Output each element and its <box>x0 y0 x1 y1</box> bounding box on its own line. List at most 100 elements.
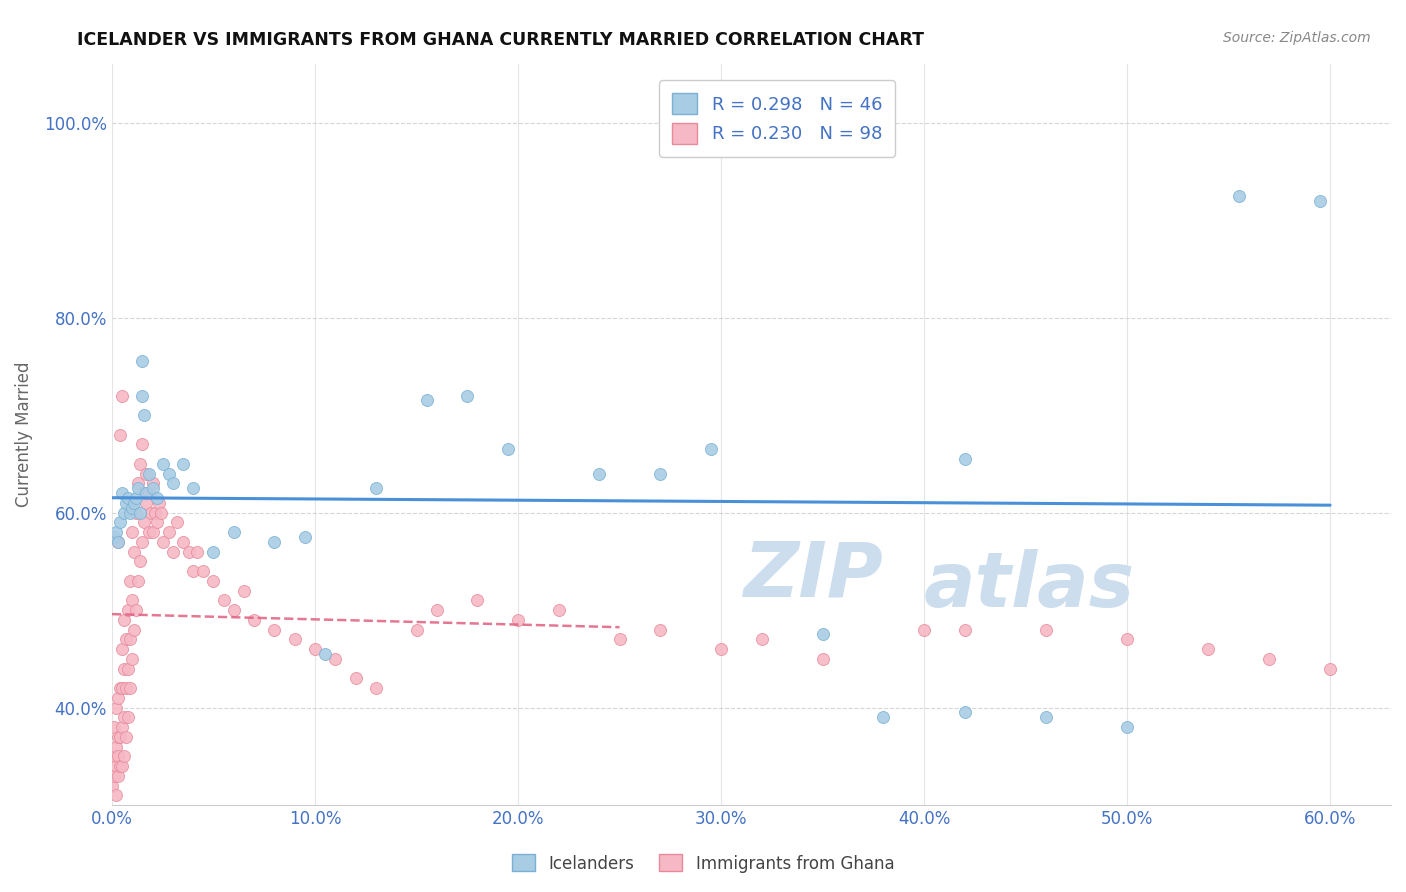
Point <box>117 491 139 505</box>
Point <box>101 779 124 793</box>
Point <box>710 642 733 657</box>
Point <box>650 623 672 637</box>
Text: Source: ZipAtlas.com: Source: ZipAtlas.com <box>1223 31 1371 45</box>
Point <box>1197 642 1219 657</box>
Point <box>1035 710 1057 724</box>
Point <box>120 632 142 647</box>
Point <box>1227 188 1250 202</box>
Point <box>344 671 367 685</box>
Point <box>222 524 245 539</box>
Point <box>186 544 208 558</box>
Point <box>496 442 519 457</box>
Point <box>263 534 285 549</box>
Point <box>115 730 138 744</box>
Point <box>105 759 128 773</box>
Point <box>294 530 316 544</box>
Point <box>912 623 935 637</box>
Point <box>142 481 165 495</box>
Point <box>105 524 128 539</box>
Point <box>111 759 134 773</box>
Point <box>811 652 834 666</box>
Point <box>131 534 153 549</box>
Point <box>166 516 188 530</box>
Point <box>202 574 225 588</box>
Point <box>108 681 131 695</box>
Point <box>314 647 336 661</box>
Point <box>111 388 134 402</box>
Point <box>304 642 326 657</box>
Point <box>120 681 142 695</box>
Point <box>112 749 135 764</box>
Point <box>115 681 138 695</box>
Point <box>103 530 125 544</box>
Point <box>107 769 129 783</box>
Point <box>157 524 180 539</box>
Y-axis label: Currently Married: Currently Married <box>15 362 32 508</box>
Point <box>323 652 346 666</box>
Point <box>243 613 266 627</box>
Point <box>107 534 129 549</box>
Point <box>135 467 157 481</box>
Point <box>103 769 125 783</box>
Point <box>111 720 134 734</box>
Point <box>263 623 285 637</box>
Point <box>105 700 128 714</box>
Point <box>232 583 254 598</box>
Point <box>125 603 148 617</box>
Point <box>111 486 134 500</box>
Point <box>139 506 162 520</box>
Point <box>108 516 131 530</box>
Point <box>162 544 184 558</box>
Point <box>181 481 204 495</box>
Point <box>111 642 134 657</box>
Point <box>134 516 156 530</box>
Point <box>120 506 142 520</box>
Point <box>547 603 569 617</box>
Point <box>953 623 976 637</box>
Point <box>117 662 139 676</box>
Point <box>134 408 156 422</box>
Point <box>105 739 128 754</box>
Point <box>1258 652 1281 666</box>
Point <box>103 720 125 734</box>
Point <box>145 516 167 530</box>
Point <box>107 534 129 549</box>
Point <box>131 388 153 402</box>
Point <box>152 534 174 549</box>
Point <box>181 564 204 578</box>
Point <box>124 623 146 637</box>
Point <box>872 710 894 724</box>
Point <box>202 544 225 558</box>
Point <box>107 690 129 705</box>
Point <box>134 486 156 500</box>
Point <box>212 593 235 607</box>
Point <box>121 652 143 666</box>
Point <box>129 554 152 568</box>
Point <box>107 730 129 744</box>
Point <box>111 681 134 695</box>
Point <box>152 457 174 471</box>
Point <box>364 481 387 495</box>
Point <box>148 496 170 510</box>
Point <box>108 427 131 442</box>
Point <box>405 623 427 637</box>
Point <box>121 593 143 607</box>
Point <box>142 476 165 491</box>
Point <box>953 452 976 467</box>
Point <box>138 467 160 481</box>
Point <box>700 442 723 457</box>
Point <box>125 491 148 505</box>
Point <box>751 632 773 647</box>
Point <box>142 524 165 539</box>
Point <box>124 496 146 510</box>
Point <box>588 467 610 481</box>
Legend: R = 0.298   N = 46, R = 0.230   N = 98: R = 0.298 N = 46, R = 0.230 N = 98 <box>659 80 894 156</box>
Point <box>138 486 160 500</box>
Point <box>650 467 672 481</box>
Point <box>135 486 157 500</box>
Point <box>415 393 437 408</box>
Point <box>112 662 135 676</box>
Point <box>1319 662 1341 676</box>
Point <box>145 491 167 505</box>
Text: atlas: atlas <box>924 549 1135 623</box>
